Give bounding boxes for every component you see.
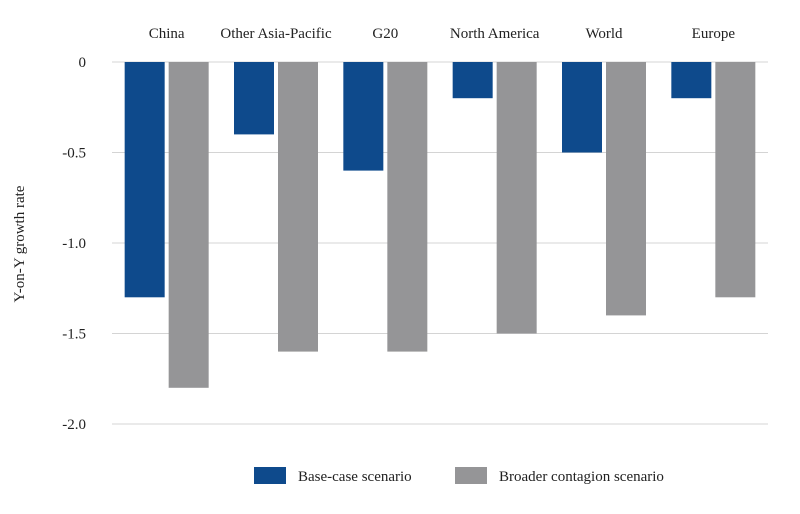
legend-swatch xyxy=(455,467,487,484)
category-label: China xyxy=(149,26,185,42)
category-labels: China Other Asia-Pacific G20 North America W… xyxy=(149,26,736,42)
legend-swatch xyxy=(254,467,286,484)
bar-broader-contagion xyxy=(387,62,428,352)
y-tick-label: -0.5 xyxy=(62,146,86,162)
y-axis-ticks: 0 -0.5 -1.0 -1.5 -2.0 xyxy=(62,55,86,433)
bar-base-case xyxy=(343,62,384,171)
bar-base-case xyxy=(124,62,165,298)
category-label: Other Asia-Pacific xyxy=(220,26,332,42)
bar-broader-contagion xyxy=(715,62,756,298)
category-label: Europe xyxy=(692,26,736,42)
gridlines xyxy=(112,61,768,425)
bar-base-case xyxy=(452,62,493,99)
legend-label: Broader contagion scenario xyxy=(499,469,664,485)
category-label: North America xyxy=(450,26,540,42)
bar-broader-contagion xyxy=(606,62,646,316)
category-label: G20 xyxy=(372,26,398,42)
bar-broader-contagion xyxy=(278,62,318,352)
legend: Base-case scenario Broader contagion scen… xyxy=(254,467,664,485)
y-tick-label: -1.5 xyxy=(62,327,86,343)
y-tick-label: -2.0 xyxy=(62,417,86,433)
bar-broader-contagion xyxy=(496,62,537,334)
bars xyxy=(124,62,756,388)
bar-broader-contagion xyxy=(168,62,209,388)
bar-base-case xyxy=(562,62,602,153)
bar-base-case xyxy=(234,62,274,135)
bar-base-case xyxy=(671,62,712,99)
y-tick-label: 0 xyxy=(79,55,87,71)
y-tick-label: -1.0 xyxy=(62,236,86,252)
y-axis-label: Y-on-Y growth rate xyxy=(12,185,28,302)
legend-label: Base-case scenario xyxy=(298,469,412,485)
category-label: World xyxy=(585,26,623,42)
